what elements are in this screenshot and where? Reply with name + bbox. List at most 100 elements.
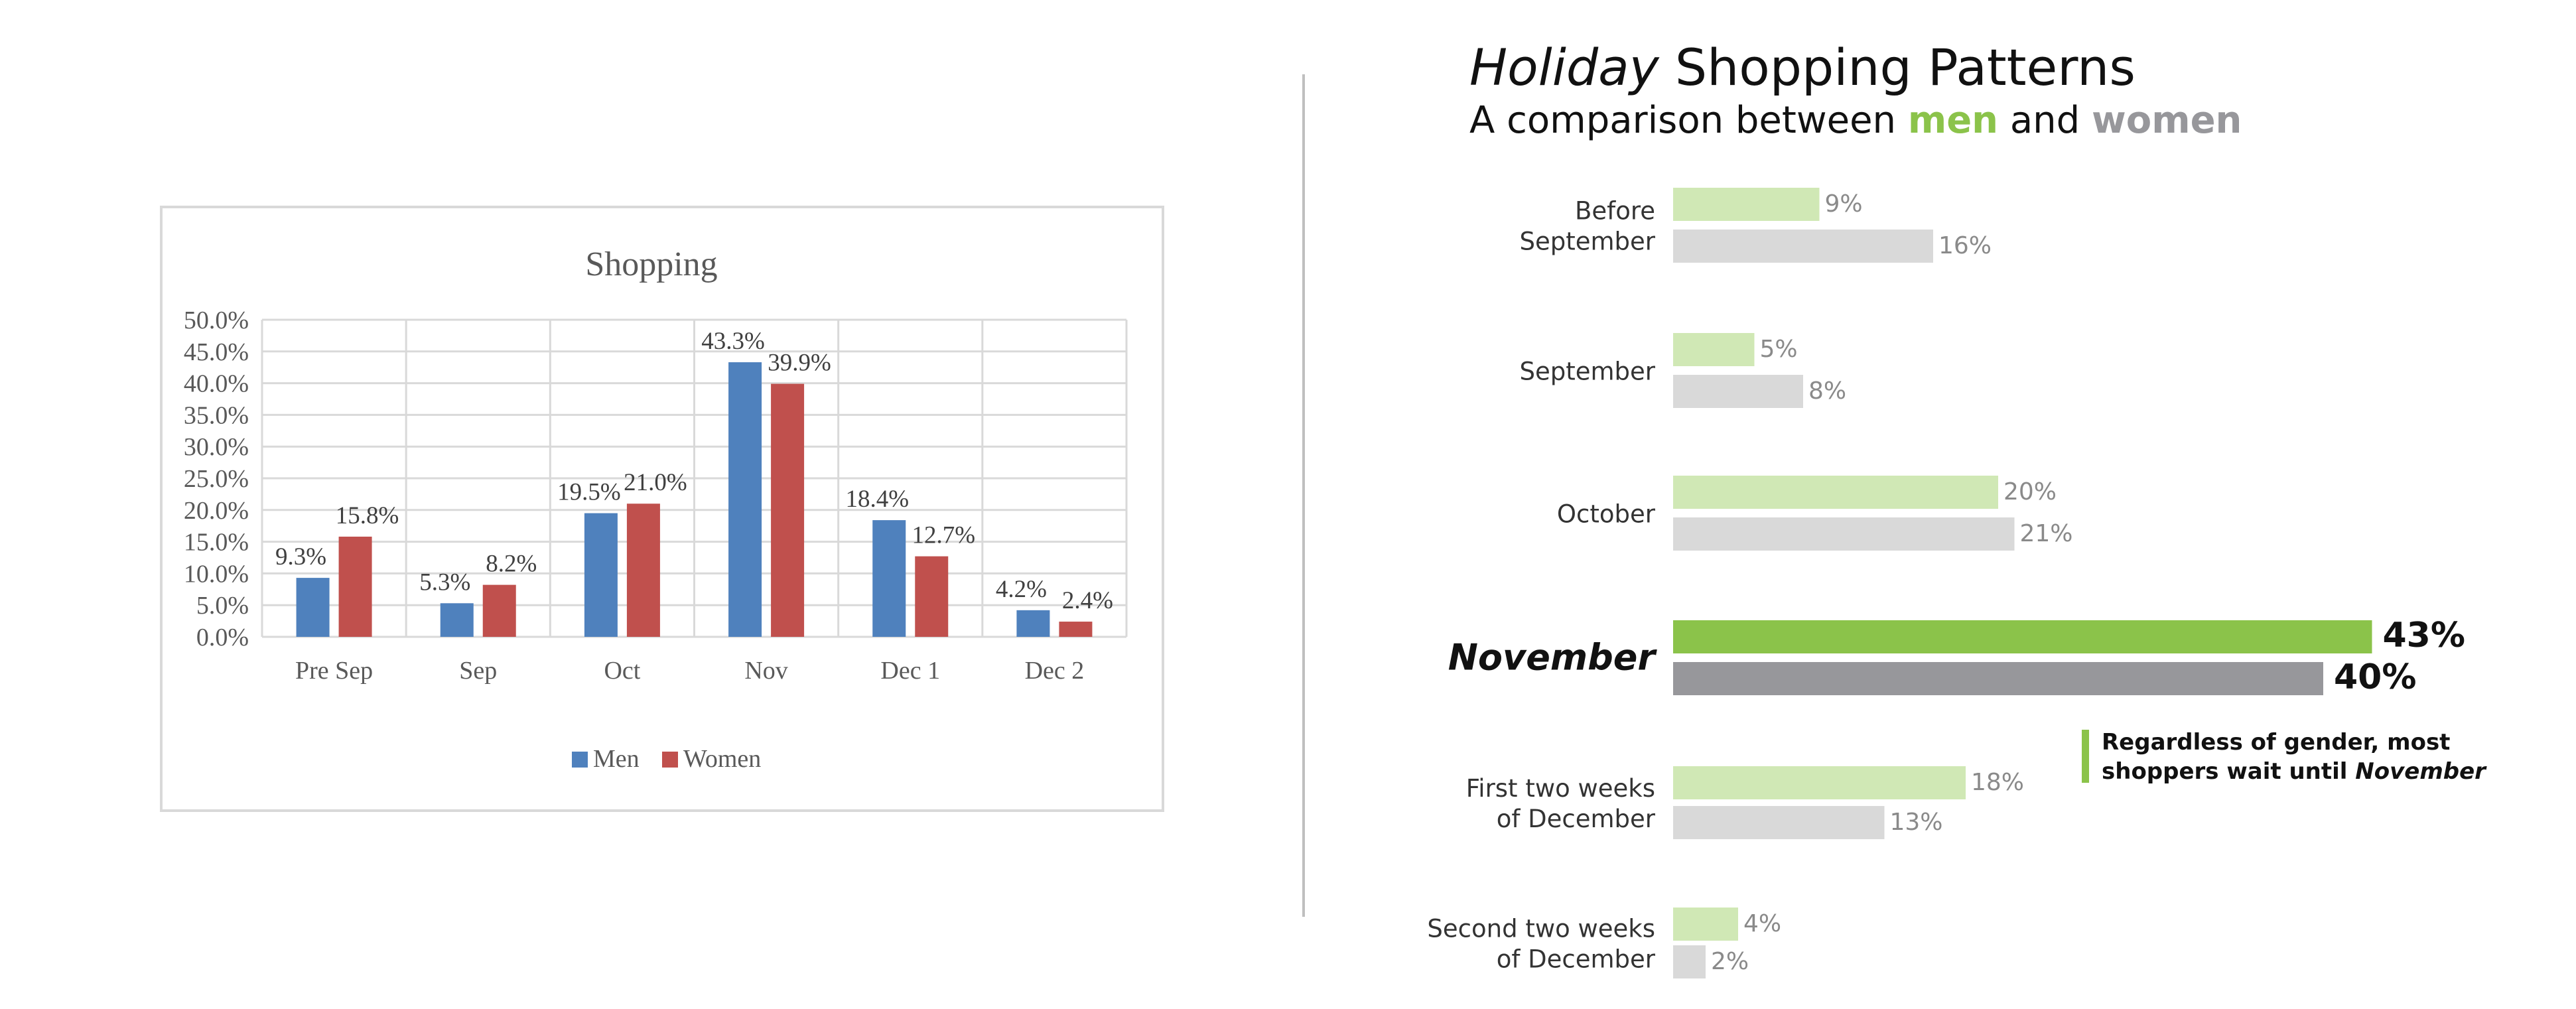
y-tick-label: 10.0% <box>184 560 249 588</box>
right-chart-title: Holiday Shopping Patterns <box>1469 38 2135 97</box>
hbar-series-1 <box>1673 620 2372 653</box>
subtitle-mid: and <box>1998 99 2092 142</box>
bar-men <box>1016 610 1050 637</box>
data-label: 15.8% <box>336 502 399 529</box>
left-chart-x-ticks: Pre Sep Sep Oct Nov Dec 1 Dec 2 <box>295 657 1084 685</box>
data-label: 12.7% <box>912 522 975 549</box>
data-label: 9.3% <box>275 543 326 571</box>
hbar-series-1 <box>1673 908 1738 941</box>
hbar-series-1 <box>1673 476 1998 509</box>
right-chart-value-labels: 9% 16% 5% 8% 20% 21% 43%40% 18% 13% 4% 2% <box>1711 190 2465 975</box>
bar-men <box>728 362 762 637</box>
y-tick-label: 45.0% <box>184 338 249 366</box>
left-chart-grid <box>261 318 1128 638</box>
data-label: 5.3% <box>419 569 470 596</box>
hbar-series-1 <box>1673 333 1755 366</box>
y-tick-label: 50.0% <box>184 306 249 334</box>
legend-label-women: Women <box>683 745 761 773</box>
left-chart-data-labels: 9.3% 15.8% 5.3% 8.2% 19.5% 21.0% 43.3%39.9% 18.… <box>275 328 1113 614</box>
y-tick-label: 20.0% <box>184 497 249 525</box>
hbar-value-label: 9% <box>1825 190 1863 218</box>
data-label: 39.9% <box>768 350 831 377</box>
bar-women <box>915 556 949 637</box>
y-tick-label: 0.0% <box>196 624 249 651</box>
hbar-series-1 <box>1673 188 1820 221</box>
right-title-italic: Holiday <box>1469 38 1660 97</box>
bar-women <box>771 383 805 637</box>
legend-swatch-men <box>572 752 588 768</box>
x-tick-label: Dec 1 <box>880 657 940 685</box>
hbar-value-label: 4% <box>1743 910 1781 937</box>
left-chart-legend: Men Women <box>572 745 761 773</box>
hbar-series-2 <box>1673 662 2323 695</box>
y-tick-label: 30.0% <box>184 433 249 461</box>
y-tick-label: 5.0% <box>196 592 249 620</box>
left-chart-bars <box>296 362 1093 637</box>
category-label: of December <box>1497 945 1656 974</box>
left-chart-title: Shopping <box>585 245 717 283</box>
right-chart-categories: BeforeSeptemberSeptemberOctoberNovemberF… <box>1427 197 1657 974</box>
legend-swatch-women <box>662 752 678 768</box>
category-label: of December <box>1497 805 1656 833</box>
hbar-value-label: 5% <box>1760 336 1798 363</box>
y-tick-label: 25.0% <box>184 465 249 493</box>
hbar-value-label: 2% <box>1711 948 1749 975</box>
data-label: 4.2% <box>996 576 1047 603</box>
bar-women <box>626 504 660 637</box>
category-label: Second two weeks <box>1427 915 1655 943</box>
category-label: Before <box>1575 197 1655 226</box>
callout-line-1: Regardless of gender, most <box>2102 729 2450 756</box>
legend-label-men: Men <box>593 745 640 773</box>
data-label: 19.5% <box>557 479 621 506</box>
bar-women <box>482 584 516 637</box>
right-title-rest: Shopping Patterns <box>1659 38 2135 97</box>
hbar-series-2 <box>1673 945 1706 978</box>
y-tick-label: 35.0% <box>184 401 249 429</box>
hbar-series-2 <box>1673 806 1885 839</box>
bar-men <box>584 513 618 637</box>
data-label: 21.0% <box>624 469 687 496</box>
callout-line-2-prefix: shoppers wait until <box>2102 758 2355 785</box>
bar-men <box>440 603 474 637</box>
callout-accent-bar <box>2082 730 2089 783</box>
x-tick-label: Pre Sep <box>295 657 373 685</box>
hbar-value-label: 43% <box>2383 616 2465 655</box>
category-label: October <box>1557 500 1656 529</box>
category-label: November <box>1448 637 1658 679</box>
callout-line-2-italic: November <box>2355 758 2487 785</box>
hbar-value-label: 21% <box>2020 520 2073 547</box>
bar-men <box>296 578 330 637</box>
hbar-series-2 <box>1673 375 1803 408</box>
callout-line-2: shoppers wait until November <box>2102 758 2487 785</box>
x-tick-label: Sep <box>459 657 497 685</box>
subtitle-men: men <box>1908 99 1998 142</box>
data-label: 43.3% <box>701 328 765 355</box>
category-label: First two weeks <box>1466 774 1655 803</box>
subtitle-women: women <box>2092 99 2242 142</box>
right-chart-subtitle: A comparison between men and women <box>1469 99 2242 142</box>
right-chart-bars <box>1673 188 2372 978</box>
hbar-value-label: 13% <box>1890 809 1943 836</box>
hbar-value-label: 8% <box>1808 377 1846 405</box>
left-chart-y-ticks: 0.0% 5.0% 10.0% 15.0% 20.0% 25.0% 30.0% 35.0% 40… <box>184 306 249 651</box>
hbar-series-2 <box>1673 517 2015 551</box>
data-label: 18.4% <box>845 486 909 513</box>
category-label: September <box>1519 228 1655 256</box>
y-tick-label: 40.0% <box>184 370 249 398</box>
hbar-value-label: 16% <box>1938 232 1992 259</box>
data-label: 2.4% <box>1062 587 1113 614</box>
left-chart-frame <box>160 206 1164 812</box>
hbar-series-1 <box>1673 766 1966 799</box>
y-tick-label: 15.0% <box>184 529 249 557</box>
x-tick-label: Nov <box>744 657 787 685</box>
x-tick-label: Dec 2 <box>1025 657 1085 685</box>
hbar-series-2 <box>1673 230 1933 263</box>
category-label: September <box>1519 358 1655 386</box>
bar-women <box>1059 622 1093 637</box>
x-tick-label: Oct <box>604 657 640 685</box>
bar-men <box>872 520 906 637</box>
subtitle-prefix: A comparison between <box>1469 99 1908 142</box>
bar-women <box>338 536 372 637</box>
data-label: 8.2% <box>486 551 537 578</box>
